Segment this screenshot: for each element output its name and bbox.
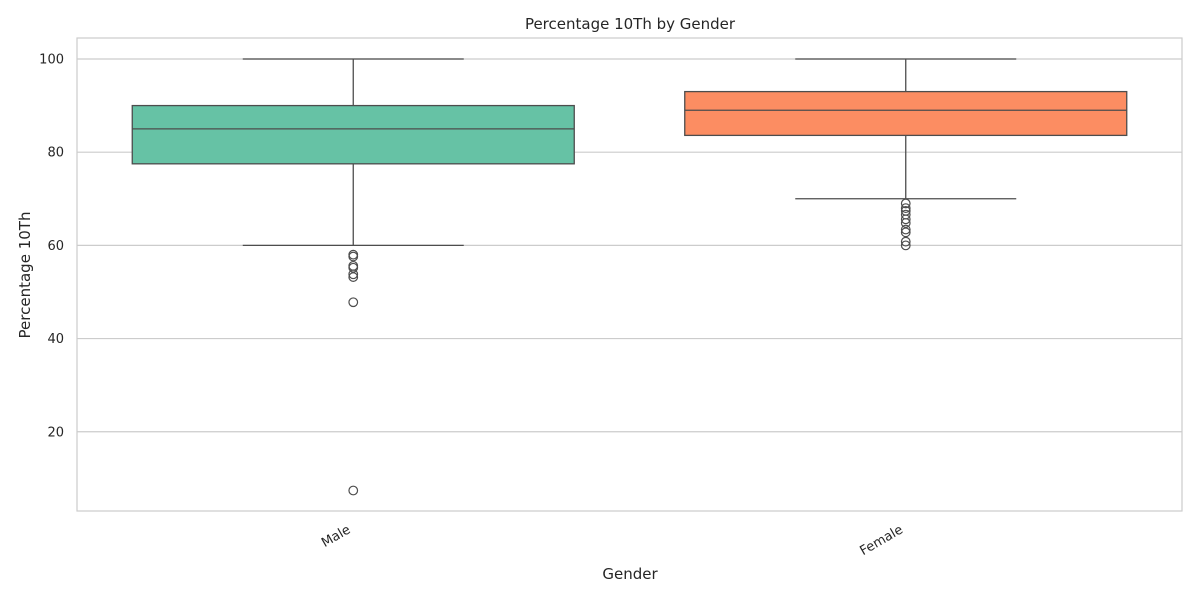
plot-frame	[76, 37, 1183, 512]
outlier-point-female	[900, 240, 911, 251]
x-tick-labels: Male Female	[319, 522, 906, 558]
iqr-box-male	[131, 104, 575, 165]
outlier-point-male	[348, 272, 359, 282]
y-tick-label-40: 40	[47, 332, 64, 347]
outlier-point-male	[348, 297, 359, 308]
x-axis-label: Gender	[602, 565, 658, 583]
chart-title: Percentage 10Th by Gender	[525, 15, 736, 33]
outlier-point-female	[900, 224, 911, 235]
box-male	[131, 58, 575, 496]
outlier-point-female	[900, 214, 911, 225]
y-tick-labels: 20 40 60 80 100	[39, 52, 64, 440]
outlier-point-male	[348, 485, 359, 496]
y-tick-label-20: 20	[47, 425, 64, 440]
outlier-point-female	[900, 218, 911, 228]
outlier-point-female	[900, 236, 911, 247]
box-female	[684, 58, 1128, 251]
outlier-point-female	[900, 203, 911, 213]
outlier-point-male	[348, 262, 359, 273]
y-tick-label-100: 100	[39, 52, 64, 67]
y-tick-label-80: 80	[47, 146, 64, 161]
y-axis-label: Percentage 10Th	[16, 212, 34, 339]
outlier-point-male	[348, 251, 359, 262]
outlier-point-female	[900, 198, 911, 209]
y-tick-label-60: 60	[47, 239, 64, 254]
boxes	[131, 58, 1128, 496]
x-tick-label-female: Female	[858, 522, 906, 558]
outlier-point-male	[348, 269, 359, 280]
outlier-point-female	[900, 227, 911, 238]
x-tick-label-male: Male	[319, 522, 353, 550]
iqr-box-female	[684, 90, 1128, 137]
